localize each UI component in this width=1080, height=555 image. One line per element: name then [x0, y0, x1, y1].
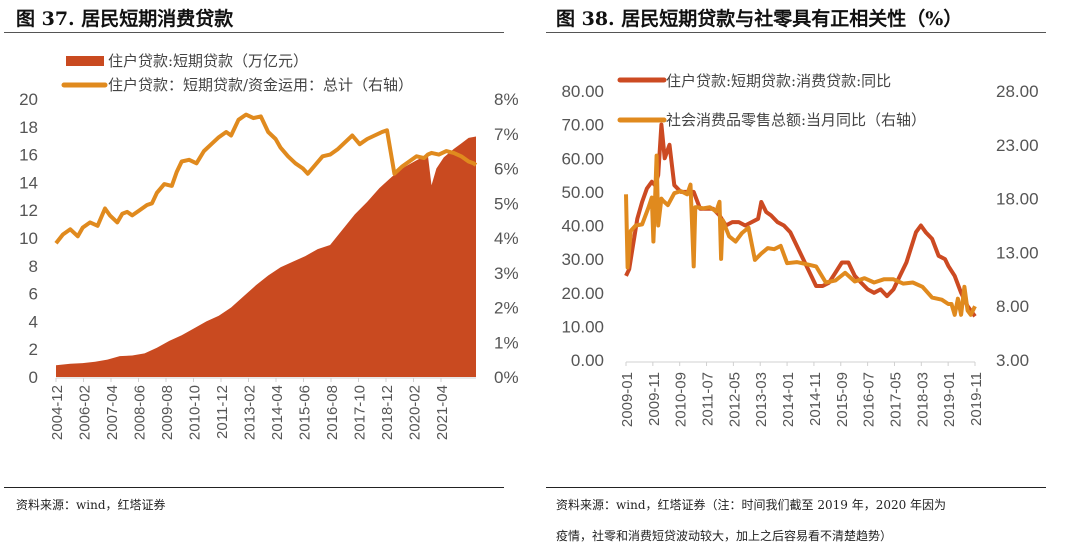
area-series-short-term-loans: [56, 136, 476, 377]
x-tick-label: 2020-02: [407, 385, 424, 440]
x-tick-label: 2010-10: [187, 385, 204, 440]
figure-38-source-line1: 资料来源：wind，红塔证券（注：时间我们截至 2019 年，2020 年因为: [556, 498, 947, 512]
y-left-tick-label: 2: [29, 340, 38, 359]
y-left-tick-label: 12: [19, 201, 38, 220]
figure-37-title: 图 37. 居民短期消费贷款: [16, 8, 234, 30]
y-right-tick-label: 8%: [494, 90, 519, 109]
x-tick-label: 2011-12: [214, 385, 231, 439]
x-tick-label: 2004-12: [49, 385, 66, 440]
y-axis-left: 0 2 4 6 8 10 12 14 16 18 20: [19, 90, 38, 387]
y-left-tick-label: 14: [19, 173, 38, 192]
x-tick-label: 2008-06: [132, 385, 149, 440]
series-group: [54, 112, 478, 377]
y-right-tick-label: 6%: [494, 160, 519, 179]
y-left-tick-label: 8: [29, 257, 38, 276]
x-tick-label: 2009-08: [159, 385, 176, 440]
x-tick-label: 2006-02: [77, 385, 94, 440]
figure-37-panel: 图 37. 居民短期消费贷款 2004-12 2006-02 2007-04 2008…: [4, 8, 519, 512]
x-tick-label: 2014-04: [269, 385, 286, 440]
y-axis-right: 0% 1% 2% 3% 4% 5% 6% 7% 8%: [494, 90, 519, 387]
x-tick-label: 2017-10: [352, 385, 369, 440]
y-right-tick-label: 0%: [494, 368, 519, 387]
figure-37-source: 资料来源：wind，红塔证券: [16, 498, 166, 512]
y-right-tick-label: 3%: [494, 264, 519, 283]
figure-38-title: 图 38. 居民短期贷款与社零具有正相关性（%）: [556, 8, 963, 30]
y-left-tick-label: 6: [29, 285, 38, 304]
y-left-tick-label: 4: [29, 312, 38, 331]
title-rule: [4, 32, 504, 33]
figure-37-chart: 2004-12 2006-02 2007-04 2008-06 2009-08 2010-…: [19, 52, 519, 440]
y-left-tick-label: 10: [19, 229, 38, 248]
y-right-tick-label: 4%: [494, 229, 519, 248]
x-tick-label: 2015-06: [297, 385, 314, 440]
x-tick-label: 2021-04: [434, 385, 451, 440]
x-tick-label: 2016-08: [324, 385, 341, 440]
x-tick-label: 2007-04: [104, 385, 121, 440]
legend: 住户贷款:短期贷款（万亿元） 住户贷款：短期贷款/资金运用：总计（右轴）: [61, 52, 413, 94]
y-right-tick-label: 1%: [494, 333, 519, 352]
x-axis: 2004-12 2006-02 2007-04 2008-06 2009-08 2010-…: [49, 377, 476, 440]
source-rule: [4, 487, 504, 488]
line-series-ratio: [54, 112, 478, 245]
y-left-tick-label: 16: [19, 146, 38, 165]
x-tick-label: 2013-02: [242, 385, 259, 440]
legend-label-area: 住户贷款:短期贷款（万亿元）: [108, 52, 308, 70]
title-rule: [546, 32, 1046, 33]
x-tick-label: 2018-12: [379, 385, 396, 440]
figure-38-source-line2: 疫情，社零和消费短贷波动较大，加上之后容易看不清楚趋势）: [556, 529, 893, 543]
y-right-tick-label: 7%: [494, 125, 519, 144]
y-right-tick-label: 5%: [494, 194, 519, 213]
source-rule: [546, 487, 1046, 488]
y-right-tick-label: 2%: [494, 299, 519, 318]
y-left-tick-label: 20: [19, 90, 38, 109]
y-left-tick-label: 18: [19, 118, 38, 137]
figure-38-panel: 图 38. 居民短期贷款与社零具有正相关性（%） 资料来源：wind，红塔证券（…: [540, 0, 1080, 555]
legend-label-line: 住户贷款：短期贷款/资金运用：总计（右轴）: [108, 76, 413, 94]
y-left-tick-label: 0: [29, 368, 38, 387]
legend-swatch-area: [66, 56, 104, 66]
